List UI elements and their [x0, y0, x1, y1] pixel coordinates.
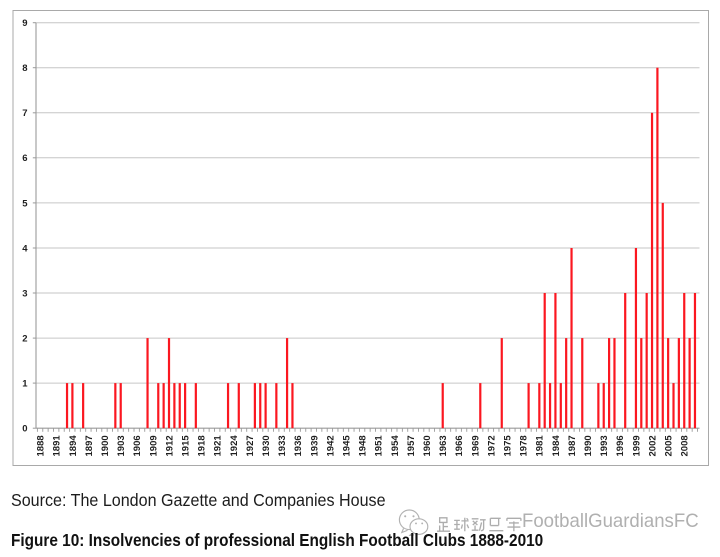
- svg-text:1927: 1927: [245, 435, 256, 456]
- svg-text:1948: 1948: [358, 435, 369, 456]
- svg-text:1999: 1999: [631, 435, 642, 456]
- svg-text:1891: 1891: [52, 435, 63, 457]
- svg-text:1930: 1930: [261, 435, 272, 456]
- svg-text:1954: 1954: [390, 435, 401, 457]
- svg-text:1915: 1915: [181, 435, 192, 457]
- svg-text:4: 4: [22, 243, 28, 254]
- svg-text:1936: 1936: [293, 435, 304, 456]
- svg-text:1960: 1960: [422, 435, 433, 456]
- svg-text:1888: 1888: [36, 435, 47, 456]
- svg-text:1900: 1900: [100, 435, 111, 456]
- svg-text:1897: 1897: [84, 435, 95, 456]
- svg-text:1981: 1981: [535, 435, 546, 457]
- svg-text:3: 3: [22, 288, 27, 299]
- svg-text:2005: 2005: [664, 435, 675, 457]
- svg-text:1966: 1966: [454, 435, 465, 456]
- svg-text:1969: 1969: [470, 435, 481, 456]
- svg-text:1963: 1963: [438, 435, 449, 456]
- svg-text:1993: 1993: [599, 435, 610, 456]
- svg-text:1990: 1990: [583, 435, 594, 456]
- svg-text:0: 0: [22, 424, 27, 435]
- svg-text:1987: 1987: [567, 435, 578, 456]
- svg-text:1912: 1912: [164, 435, 175, 456]
- svg-text:1978: 1978: [519, 435, 530, 456]
- svg-text:2008: 2008: [680, 435, 691, 456]
- svg-text:1939: 1939: [309, 435, 320, 456]
- svg-text:1945: 1945: [342, 435, 353, 457]
- svg-text:5: 5: [22, 198, 28, 209]
- svg-text:1903: 1903: [116, 435, 127, 456]
- svg-text:1975: 1975: [503, 435, 514, 457]
- svg-text:1921: 1921: [213, 435, 224, 457]
- svg-text:8: 8: [22, 63, 27, 74]
- svg-text:1996: 1996: [615, 435, 626, 456]
- svg-text:1933: 1933: [277, 435, 288, 456]
- svg-text:1918: 1918: [197, 435, 208, 456]
- svg-text:6: 6: [22, 153, 27, 164]
- svg-text:2: 2: [22, 334, 27, 345]
- svg-text:2002: 2002: [647, 435, 658, 456]
- svg-text:1924: 1924: [229, 435, 240, 457]
- svg-text:1894: 1894: [68, 435, 79, 457]
- svg-text:1909: 1909: [148, 435, 159, 456]
- svg-text:1951: 1951: [374, 435, 385, 457]
- svg-text:1984: 1984: [551, 435, 562, 457]
- svg-text:1972: 1972: [486, 435, 497, 456]
- svg-text:1942: 1942: [325, 435, 336, 456]
- svg-text:1906: 1906: [132, 435, 143, 456]
- svg-text:1: 1: [22, 379, 28, 390]
- svg-text:7: 7: [22, 108, 27, 119]
- svg-text:9: 9: [22, 18, 27, 29]
- svg-text:1957: 1957: [406, 435, 417, 456]
